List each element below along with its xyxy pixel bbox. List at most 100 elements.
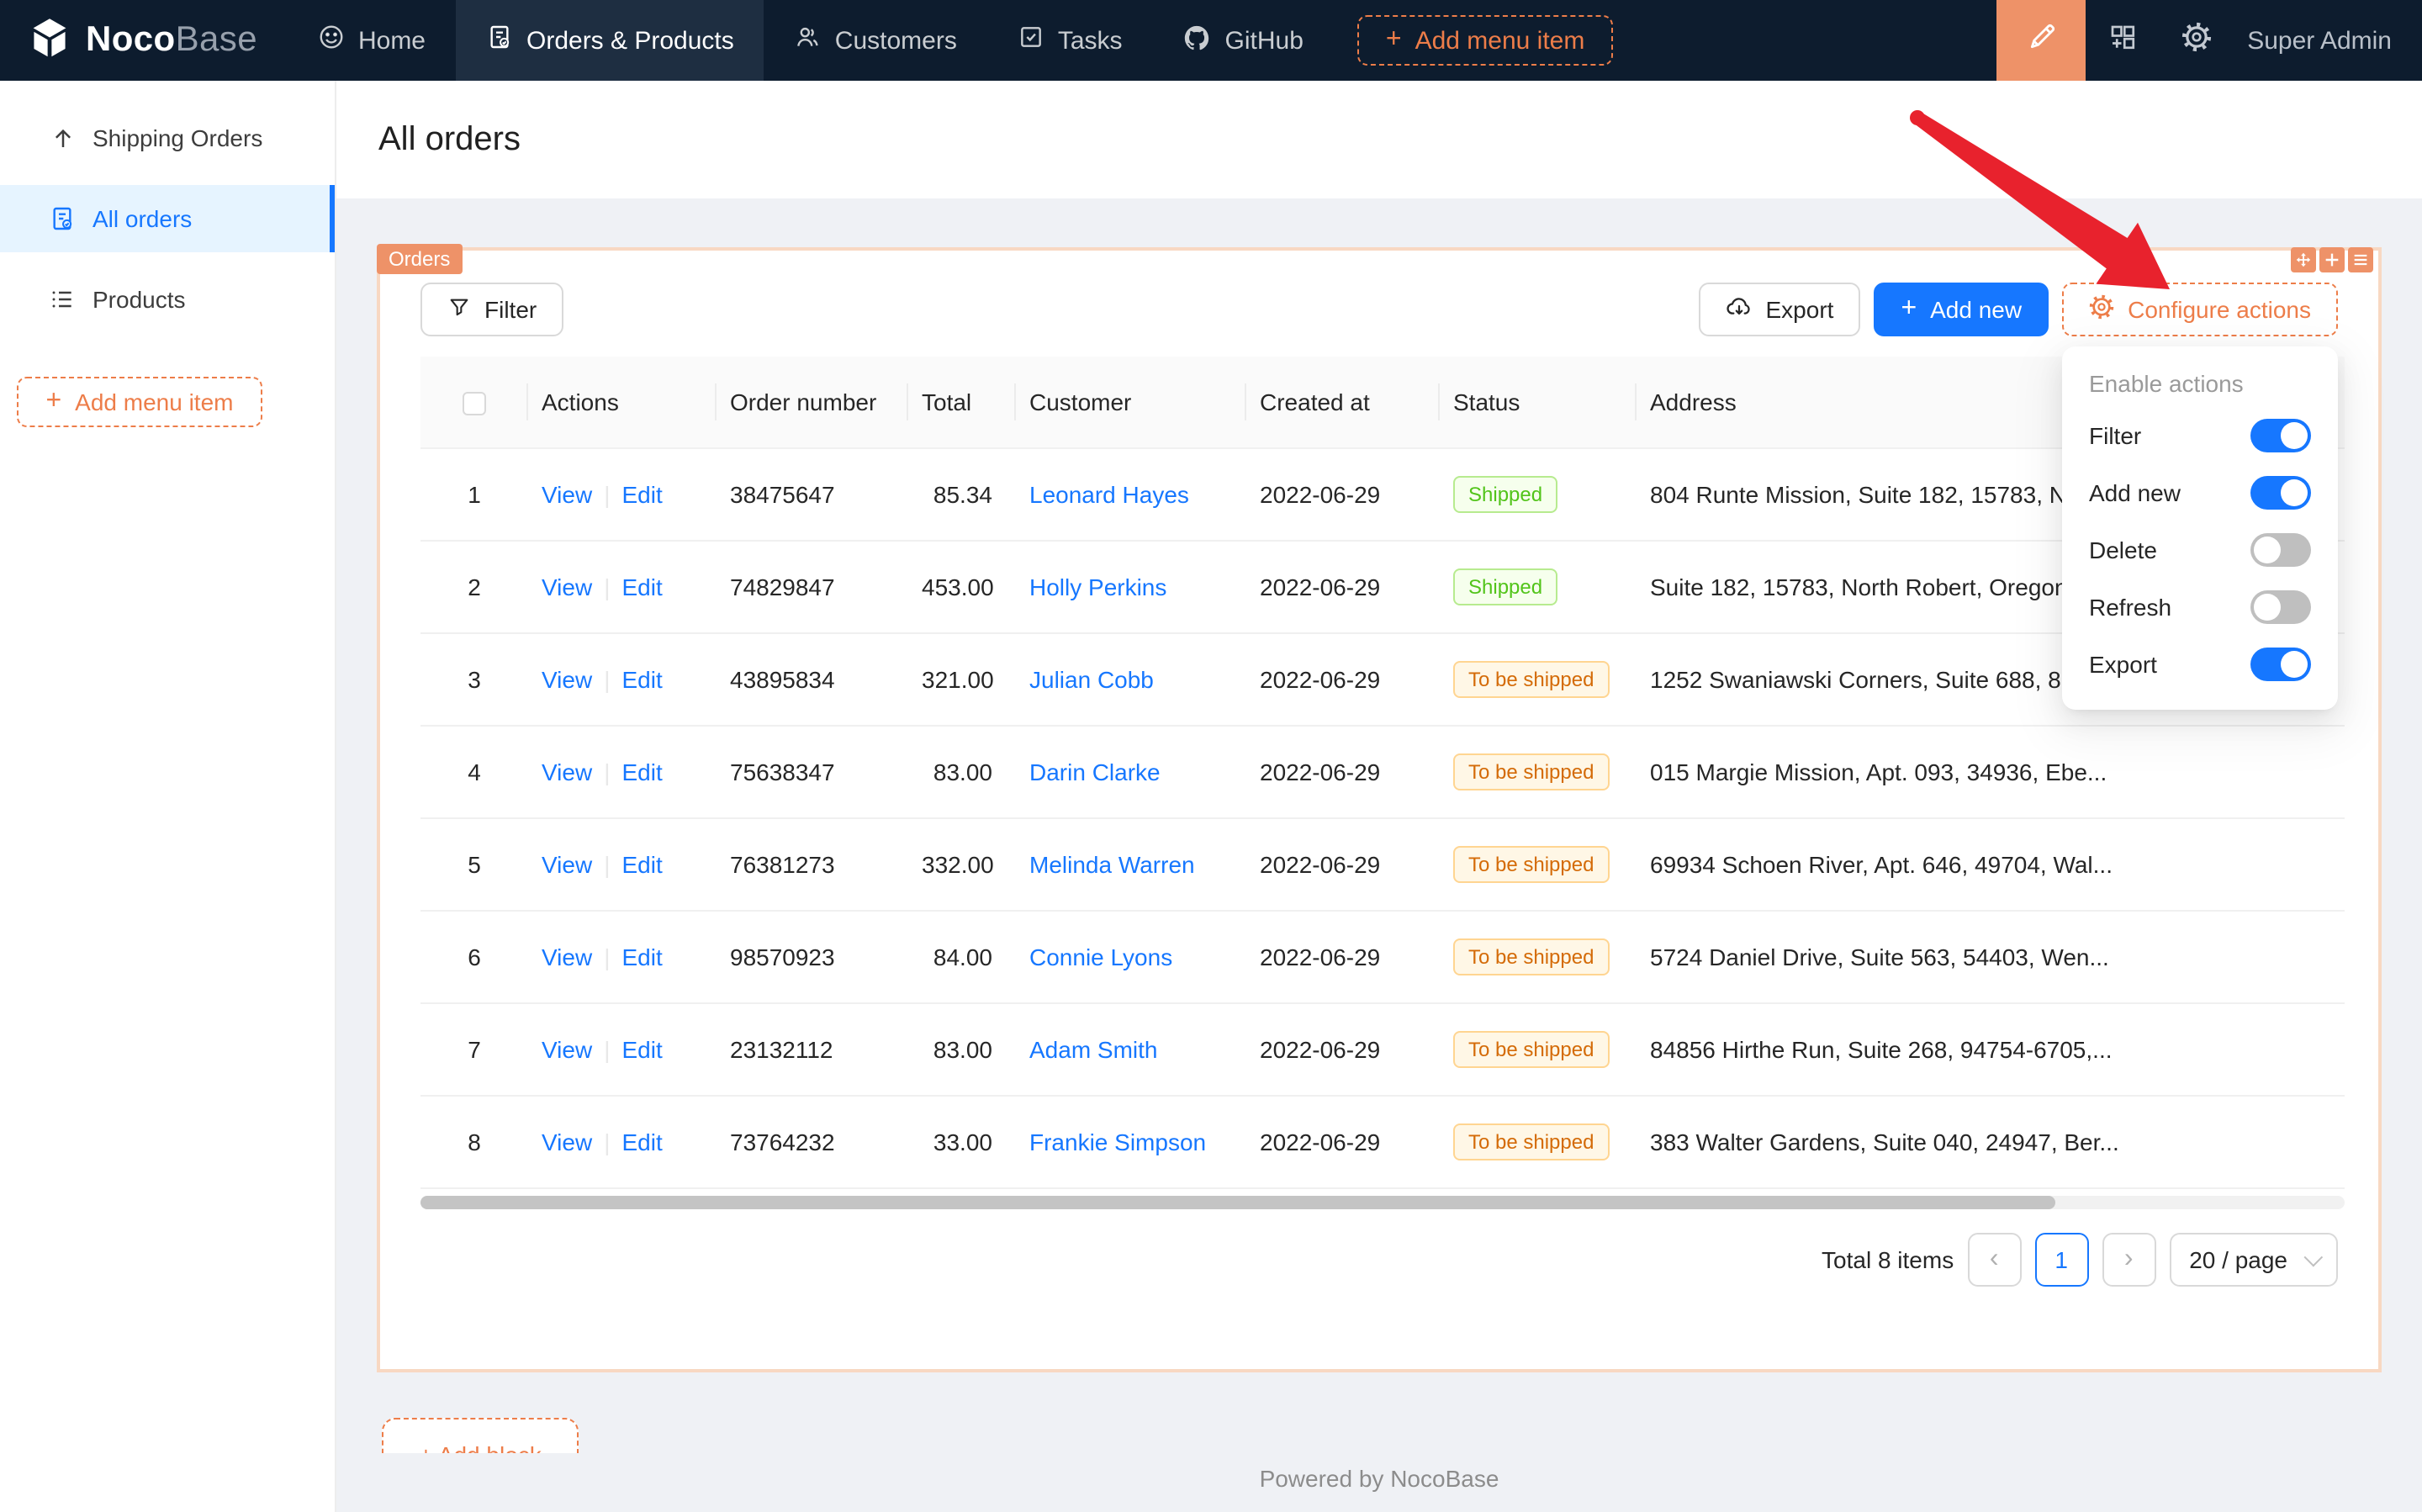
edit-link[interactable]: Edit	[621, 1128, 663, 1155]
sidebar-item-products[interactable]: Products	[0, 266, 335, 333]
edit-link[interactable]: Edit	[621, 758, 663, 785]
order-number-cell: 73764232	[717, 1095, 908, 1188]
file-check-icon	[486, 24, 513, 57]
enable-actions-dropdown: Enable actions Filter Add new Delete	[2062, 346, 2338, 710]
view-link[interactable]: View	[542, 1128, 593, 1155]
filter-toggle[interactable]	[2250, 419, 2311, 452]
page-header: All orders	[336, 81, 2422, 198]
customer-link[interactable]: Leonard Hayes	[1029, 480, 1189, 507]
customer-link[interactable]: Melinda Warren	[1029, 850, 1195, 877]
add-new-button[interactable]: + Add new	[1874, 283, 2049, 336]
nav-item-tasks[interactable]: Tasks	[987, 0, 1153, 81]
order-number-cell: 38475647	[717, 447, 908, 541]
status-badge: To be shipped	[1453, 1123, 1610, 1160]
arrow-up-icon	[49, 125, 76, 151]
status-cell: To be shipped	[1440, 1095, 1637, 1188]
edit-link[interactable]: Edit	[621, 850, 663, 877]
dropdown-item-filter[interactable]: Filter	[2062, 407, 2338, 464]
customer-link[interactable]: Frankie Simpson	[1029, 1128, 1207, 1155]
customer-link[interactable]: Connie Lyons	[1029, 943, 1173, 970]
user-menu[interactable]: Super Admin	[2234, 26, 2422, 55]
ui-editor-button[interactable]	[1996, 0, 2086, 81]
address-cell: 69934 Schoen River, Apt. 646, 49704, Wal…	[1637, 817, 2345, 911]
user-name: Super Admin	[2247, 26, 2392, 55]
status-cell: Shipped	[1440, 540, 1637, 633]
drag-handle-icon[interactable]	[2291, 247, 2316, 272]
customer-cell: Holly Perkins	[1016, 540, 1246, 633]
export-toggle[interactable]	[2250, 648, 2311, 681]
list-icon	[49, 286, 76, 313]
customer-cell: Leonard Hayes	[1016, 447, 1246, 541]
customer-link[interactable]: Holly Perkins	[1029, 573, 1167, 600]
status-badge: To be shipped	[1453, 845, 1610, 882]
configure-actions-button[interactable]: Configure actions	[2062, 283, 2338, 336]
customer-link[interactable]: Adam Smith	[1029, 1035, 1158, 1062]
dropdown-item-export[interactable]: Export	[2062, 636, 2338, 693]
settings-button[interactable]	[2160, 0, 2234, 81]
nav-item-customers[interactable]: Customers	[764, 0, 987, 81]
edit-link[interactable]: Edit	[621, 573, 663, 600]
add-block-label: + Add block	[383, 1441, 577, 1453]
sidebar-item-all-orders[interactable]: All orders	[0, 185, 335, 252]
add-block-button[interactable]: + Add block	[382, 1418, 579, 1453]
created-at-cell: 2022-06-29	[1246, 1095, 1440, 1188]
row-index: 7	[468, 1035, 481, 1062]
customer-link[interactable]: Julian Cobb	[1029, 665, 1154, 692]
cloud-download-icon	[1726, 293, 1753, 325]
page-size-select[interactable]: 20 / page	[2169, 1232, 2338, 1286]
add-new-toggle[interactable]	[2250, 476, 2311, 510]
export-button[interactable]: Export	[1698, 283, 1861, 336]
view-link[interactable]: View	[542, 758, 593, 785]
dropdown-item-add-new[interactable]: Add new	[2062, 464, 2338, 521]
horizontal-scrollbar-thumb[interactable]	[420, 1195, 2056, 1208]
nocobase-logo[interactable]: NocoBase	[0, 14, 288, 66]
view-link[interactable]: View	[542, 665, 593, 692]
file-check-icon	[49, 205, 76, 232]
nav-item-github[interactable]: GitHub	[1153, 0, 1334, 81]
pagination: Total 8 items ‹ 1 › 20 / page	[420, 1232, 2338, 1286]
dropdown-item-refresh[interactable]: Refresh	[2062, 579, 2338, 636]
edit-link[interactable]: Edit	[621, 1035, 663, 1062]
dropdown-item-delete[interactable]: Delete	[2062, 521, 2338, 579]
edit-link[interactable]: Edit	[621, 943, 663, 970]
refresh-toggle[interactable]	[2250, 590, 2311, 624]
add-block-icon[interactable]	[2319, 247, 2345, 272]
delete-toggle[interactable]	[2250, 533, 2311, 567]
view-link[interactable]: View	[542, 850, 593, 877]
next-page-button[interactable]: ›	[2102, 1232, 2156, 1286]
sidebar-add-menu-item-label: Add menu item	[75, 389, 234, 415]
view-link[interactable]: View	[542, 573, 593, 600]
orders-table-body: 1 View | Edit 38475647 85.34 Leonard Hayes…	[420, 447, 2345, 1188]
view-link[interactable]: View	[542, 1035, 593, 1062]
order-number-cell: 76381273	[717, 817, 908, 911]
block-designer-tools	[2291, 247, 2373, 272]
status-badge: Shipped	[1453, 568, 1558, 605]
block-menu-icon[interactable]	[2348, 247, 2373, 272]
current-page-button[interactable]: 1	[2034, 1232, 2089, 1286]
nav-add-menu-item-button[interactable]: + Add menu item	[1356, 15, 1614, 66]
edit-link[interactable]: Edit	[621, 480, 663, 507]
row-index: 5	[468, 850, 481, 877]
nav-item-label: GitHub	[1224, 26, 1304, 55]
blocks-plus-icon	[2107, 22, 2138, 59]
plugins-button[interactable]	[2086, 0, 2160, 81]
nav-item-home[interactable]: Home	[288, 0, 456, 81]
edit-link[interactable]: Edit	[621, 665, 663, 692]
nav-item-label: Tasks	[1057, 26, 1123, 55]
customer-link[interactable]: Darin Clarke	[1029, 758, 1161, 785]
created-at-cell: 2022-06-29	[1246, 725, 1440, 818]
filter-button[interactable]: Filter	[420, 283, 564, 336]
view-link[interactable]: View	[542, 480, 593, 507]
prev-page-button[interactable]: ‹	[1967, 1232, 2022, 1286]
select-all-checkbox[interactable]	[463, 391, 486, 415]
row-index: 2	[468, 573, 481, 600]
status-badge: To be shipped	[1453, 753, 1610, 790]
sidebar-item-shipping-orders[interactable]: Shipping Orders	[0, 104, 335, 172]
nav-item-orders-products[interactable]: Orders & Products	[456, 0, 764, 81]
actions-cell: View | Edit	[528, 447, 717, 541]
horizontal-scrollbar	[420, 1195, 2345, 1208]
total-cell: 332.00	[908, 817, 1016, 911]
view-link[interactable]: View	[542, 943, 593, 970]
sidebar-add-menu-item-button[interactable]: + Add menu item	[17, 377, 262, 427]
nav-right-cluster: Super Admin	[1996, 0, 2422, 81]
